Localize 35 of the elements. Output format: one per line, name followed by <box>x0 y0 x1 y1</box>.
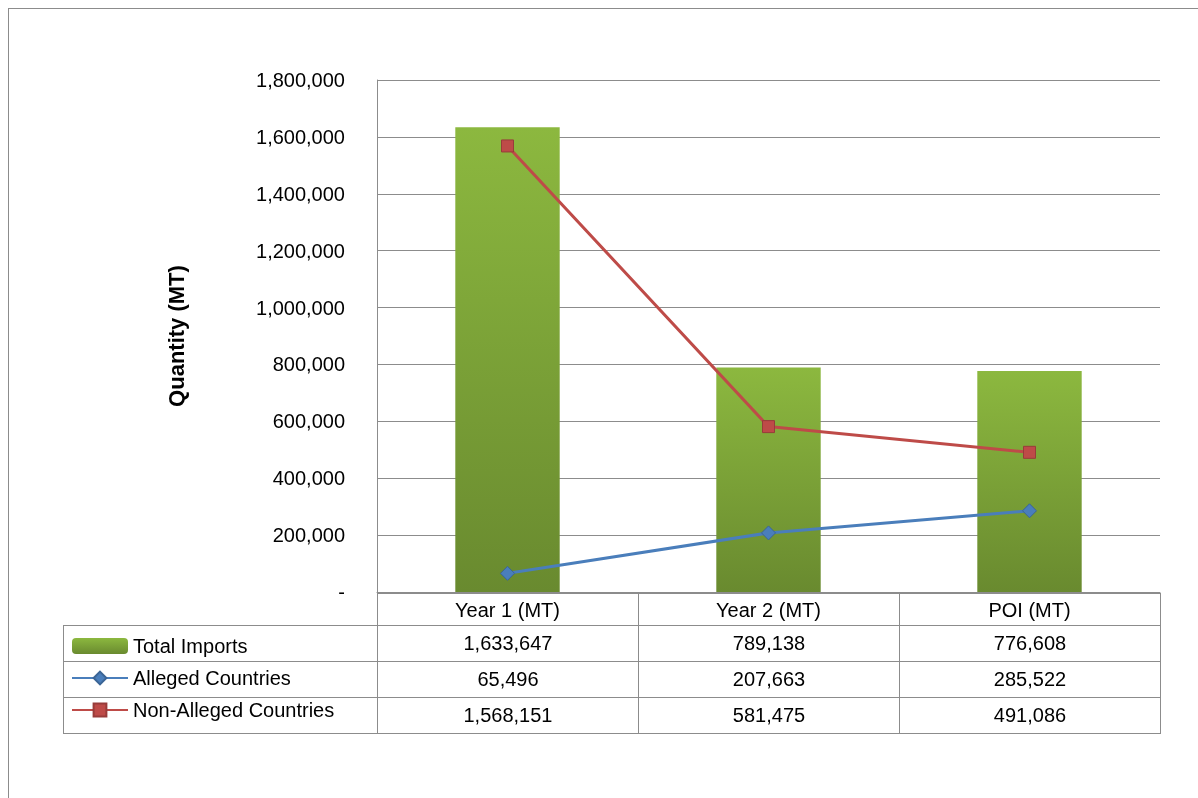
bar <box>455 127 560 592</box>
y-tick-label: 1,200,000 <box>256 239 345 262</box>
legend-label: Total Imports <box>133 635 248 657</box>
y-tick-label: 800,000 <box>272 353 345 376</box>
bar <box>716 367 821 592</box>
y-tick-label: - <box>338 581 345 603</box>
y-tick-label: 1,000,000 <box>256 296 345 319</box>
data-label: 776,608 <box>899 625 1161 662</box>
point <box>762 420 775 434</box>
data-label: 789,138 <box>638 625 900 662</box>
point <box>1023 445 1036 459</box>
x-tick-label: Year 1 (MT) <box>455 599 560 621</box>
y-tick-label: 1,400,000 <box>256 182 345 205</box>
y-tick-label: 400,000 <box>272 467 345 490</box>
data-label: 207,663 <box>638 661 900 698</box>
point <box>761 525 776 541</box>
legend-label: Alleged Countries <box>133 667 291 689</box>
x-tick-label: Year 2 (MT) <box>716 599 821 621</box>
y-tick-label: 200,000 <box>272 524 345 547</box>
y-tick-label: 1,600,000 <box>256 125 345 148</box>
bar <box>977 371 1082 592</box>
data-label: 1,568,151 <box>377 697 639 734</box>
y-tick-label: 1,800,000 <box>256 69 345 91</box>
legend-label: Non-Alleged Countries <box>133 699 335 721</box>
data-label: 1,633,647 <box>377 625 639 662</box>
point <box>1022 503 1037 519</box>
point <box>500 565 515 581</box>
data-label: 581,475 <box>638 697 900 734</box>
data-label: 65,496 <box>377 661 639 698</box>
x-tick-label: POI (MT) <box>988 599 1071 621</box>
data-label: 491,086 <box>899 697 1161 734</box>
data-label: 285,522 <box>899 661 1161 698</box>
point <box>501 139 514 153</box>
y-axis-title: Quantity (MT) <box>163 265 189 407</box>
y-tick-label: 600,000 <box>272 410 345 433</box>
